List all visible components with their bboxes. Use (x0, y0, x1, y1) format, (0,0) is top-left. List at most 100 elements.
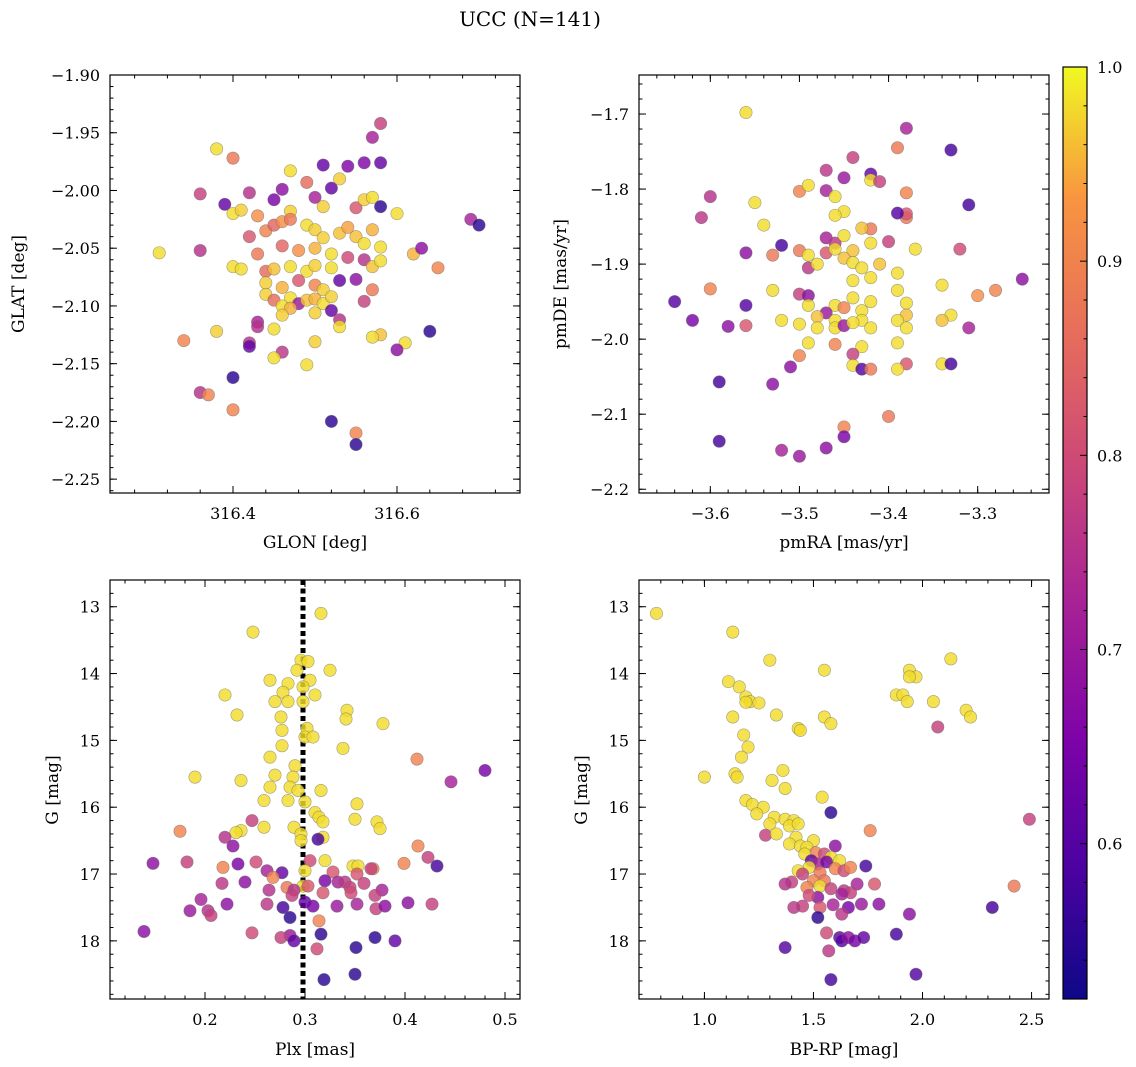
data-point (218, 830, 232, 844)
data-point (365, 330, 379, 344)
data-point (425, 897, 439, 911)
x-tick-label: 0.2 (192, 1010, 217, 1029)
data-point (739, 298, 753, 312)
data-point (739, 695, 753, 709)
data-point (314, 784, 328, 798)
y-tick-label: 14 (80, 665, 100, 684)
data-point (318, 874, 332, 888)
data-point (231, 857, 245, 871)
data-point (152, 246, 166, 260)
data-point (285, 888, 299, 902)
data-point (281, 794, 295, 808)
data-point (349, 438, 363, 452)
data-point (784, 360, 798, 374)
data-point (246, 625, 260, 639)
data-point (316, 200, 330, 214)
data-point (726, 625, 740, 639)
data-point (275, 723, 289, 737)
data-point (267, 193, 281, 207)
data-point (750, 807, 764, 821)
data-point (668, 295, 682, 309)
x-tick-label: −3.6 (691, 504, 730, 523)
data-point (859, 859, 873, 873)
data-point (778, 877, 792, 891)
data-point (339, 712, 353, 726)
data-point (365, 223, 379, 237)
data-point (357, 294, 371, 308)
data-point (283, 910, 297, 924)
data-point (855, 221, 869, 235)
data-point (472, 218, 486, 232)
data-point (274, 931, 288, 945)
y-tick-label: −1.90 (51, 66, 100, 85)
y-tick-label: −2.20 (51, 412, 100, 431)
data-point (210, 324, 224, 338)
y-tick-label: −2.15 (51, 355, 100, 374)
data-point (726, 710, 740, 724)
data-point (218, 197, 232, 211)
data-point (226, 839, 240, 853)
data-point (341, 220, 355, 234)
data-point (193, 244, 207, 258)
x-axis-label: BP-RP [mag] (790, 1040, 899, 1060)
figure-title: UCC (N=141) (459, 7, 601, 31)
data-point (263, 780, 277, 794)
data-point (703, 190, 717, 204)
data-point (890, 336, 904, 350)
y-tick-label: −2.0 (590, 330, 629, 349)
data-point (259, 276, 273, 290)
data-point (312, 914, 326, 928)
data-point (390, 343, 404, 357)
y-tick-label: 17 (609, 865, 629, 884)
y-tick-label: −1.9 (590, 255, 629, 274)
data-point (835, 907, 849, 921)
colorbar: 0.6 0.7 0.8 0.9 1.0 (1062, 58, 1122, 1000)
data-point (308, 190, 322, 204)
data-point (348, 812, 362, 826)
data-point (401, 896, 415, 910)
data-point (308, 241, 322, 255)
data-point (766, 377, 780, 391)
data-point (778, 781, 792, 795)
data-point (748, 196, 762, 210)
data-point (276, 900, 290, 914)
data-point (341, 250, 355, 264)
data-point (890, 141, 904, 155)
data-point (963, 710, 977, 724)
data-point (899, 186, 913, 200)
y-axis-label: GLAT [deg] (9, 235, 29, 333)
data-point (985, 900, 999, 914)
data-point (294, 834, 308, 848)
data-point (430, 859, 444, 873)
data-point (234, 203, 248, 217)
data-point (890, 206, 904, 220)
data-point (308, 259, 322, 273)
data-point (935, 313, 949, 327)
data-point (316, 231, 330, 245)
data-point (349, 426, 363, 440)
data-point (281, 695, 295, 709)
data-point (801, 178, 815, 192)
data-point (971, 289, 985, 303)
data-point (267, 262, 281, 276)
data-point (908, 242, 922, 256)
data-point (350, 897, 364, 911)
data-point (314, 606, 328, 620)
data-point (374, 254, 388, 268)
data-point (316, 158, 330, 172)
data-point (769, 708, 783, 722)
data-point (194, 892, 208, 906)
data-point (769, 827, 783, 841)
data-point (899, 121, 913, 135)
data-point (260, 897, 274, 911)
y-axis-label: pmDE [mas/yr] (551, 219, 571, 349)
data-point (283, 260, 297, 274)
x-tick-label: 1.5 (801, 1010, 826, 1029)
data-point (820, 855, 834, 869)
data-point (765, 773, 779, 787)
data-point (292, 244, 306, 258)
x-axis-label: GLON [deg] (263, 533, 367, 553)
data-point (697, 770, 711, 784)
data-point (374, 116, 388, 130)
data-point (868, 877, 882, 891)
